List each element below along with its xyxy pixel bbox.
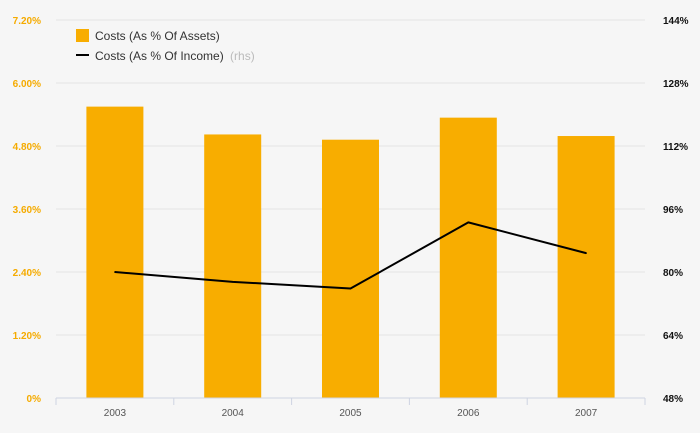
legend-label-bars: Costs (As % Of Assets): [95, 29, 220, 43]
line-point: [585, 252, 587, 254]
y-left-tick-label: 0%: [27, 394, 42, 405]
x-tick-label: 2005: [339, 408, 362, 419]
y-right-tick-label: 144%: [663, 16, 689, 27]
y-right-tick-label: 48%: [663, 394, 683, 405]
legend: Costs (As % Of Assets) Costs (As % Of In…: [76, 29, 255, 63]
line-point: [231, 281, 234, 283]
y-right-tick-label: 128%: [663, 79, 689, 90]
y-left-tick-label: 1.20%: [13, 331, 41, 342]
line-point: [114, 271, 116, 273]
line-point: [467, 221, 470, 224]
y-left-tick-label: 6.00%: [13, 79, 41, 90]
x-tick-label: 2006: [457, 408, 480, 419]
bar: [439, 117, 497, 399]
bar: [86, 106, 144, 398]
bar: [204, 134, 262, 398]
legend-label-line: Costs (As % Of Income): [95, 49, 224, 63]
bar: [557, 136, 615, 398]
legend-label-rhs: (rhs): [230, 49, 255, 63]
x-tick-label: 2004: [222, 408, 245, 419]
bar: [322, 139, 379, 398]
y-left-tick-label: 4.80%: [13, 142, 41, 153]
line-series: [114, 221, 587, 290]
svg-text:Costs (As % Of Income) (: Costs (As % Of Income) (rhs): [95, 49, 255, 63]
y-left-tick-label: 2.40%: [13, 268, 41, 279]
y-right-tick-label: 112%: [663, 142, 688, 153]
axes: 0% 48% 1.20% 64% 2.40% 80% 3.60% 96% 4.80% 112% 6.…: [13, 16, 689, 419]
y-right-tick-label: 64%: [663, 331, 683, 342]
legend-swatch-bars: [76, 29, 89, 42]
x-tick-label: 2003: [104, 408, 127, 419]
bar-series: [86, 106, 615, 399]
x-tick-label: 2007: [575, 408, 598, 419]
y-right-tick-label: 96%: [663, 205, 683, 216]
y-left-tick-label: 3.60%: [13, 205, 41, 216]
y-left-tick-label: 7.20%: [13, 16, 41, 27]
line-point: [349, 287, 352, 290]
y-right-tick-label: 80%: [663, 268, 683, 279]
